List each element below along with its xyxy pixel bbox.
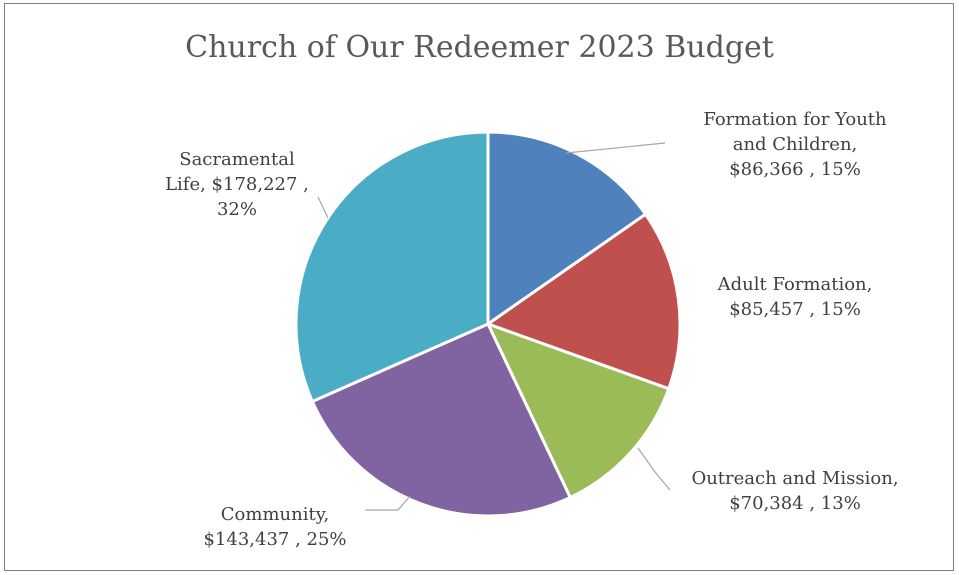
chart-frame	[4, 3, 954, 571]
leader-sacramental-life	[317, 196, 329, 219]
leader-formation-youth	[565, 142, 666, 154]
slice-sacramental-life	[294, 130, 490, 404]
chart-title: Church of Our Redeemer 2023 Budget	[185, 30, 774, 65]
label-community: Community, $143,437 , 25%	[203, 504, 347, 550]
label-sacramental-life: Sacramental Life, $178,227 , 32%	[165, 149, 309, 220]
label-formation-youth: Formation for Youth and Children, $86,36…	[703, 109, 887, 180]
slice-adult-formation	[484, 212, 682, 391]
label-outreach-mission: Outreach and Mission, $70,384 , 13%	[691, 468, 899, 514]
leader-community	[365, 495, 411, 511]
leader-outreach-mission	[637, 447, 671, 491]
slice-formation-youth	[486, 130, 648, 327]
slice-community	[310, 322, 573, 518]
slice-outreach-mission	[485, 321, 671, 500]
label-adult-formation: Adult Formation, $85,457 , 15%	[717, 274, 873, 320]
